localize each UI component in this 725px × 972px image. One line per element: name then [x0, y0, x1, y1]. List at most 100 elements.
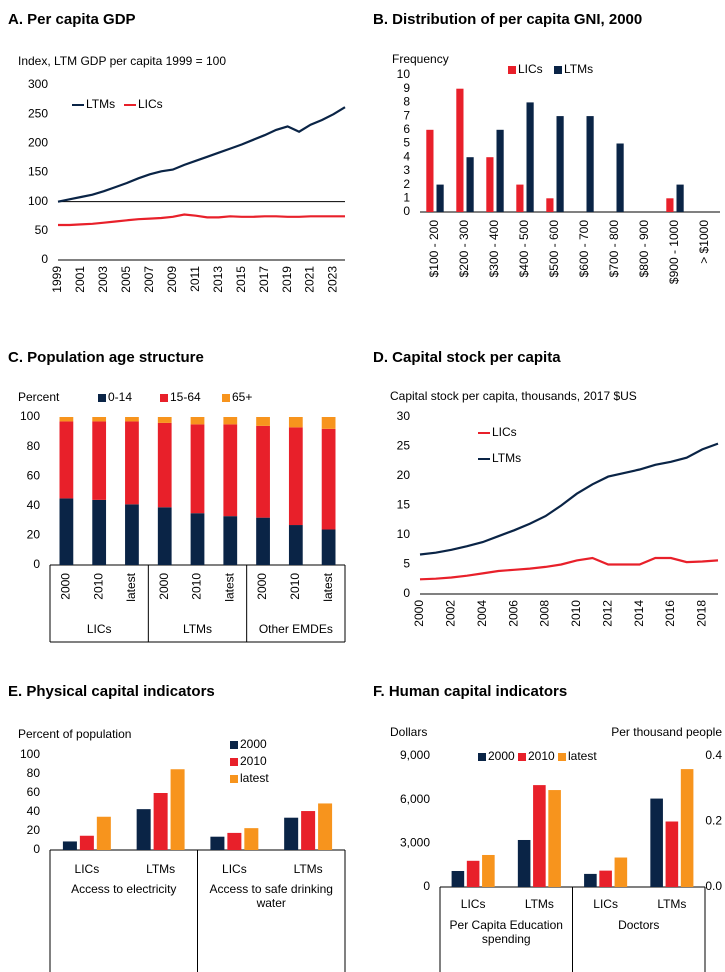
bar [616, 143, 624, 212]
bar [486, 157, 494, 212]
bar-segment [157, 422, 172, 508]
group-label: Other EMDEs [258, 622, 333, 636]
bar-segment [59, 421, 74, 499]
bar-segment [256, 425, 270, 518]
axis-label: Per thousand people [611, 725, 722, 739]
bar [96, 816, 111, 850]
y2-tick-label: 0.2 [705, 814, 722, 828]
group-label: Access to safe drinking water [209, 882, 333, 910]
y-tick-label: 10 [397, 527, 411, 541]
bar-segment [223, 424, 238, 517]
y-tick-label: 6,000 [400, 792, 430, 806]
x-tick-label: $500 - 600 [547, 220, 561, 278]
legend-swatch [230, 741, 238, 749]
x-tick-label: $600 - 700 [577, 220, 591, 278]
series-line [58, 213, 345, 227]
x-tick-label: 2010 [569, 600, 583, 627]
x-tick-label: 2003 [96, 266, 110, 293]
y-tick-label: 1 [403, 190, 410, 204]
x-tick-label: 2009 [165, 266, 179, 293]
bar [584, 873, 597, 887]
bar [227, 832, 242, 850]
axis-label: Percent [18, 390, 60, 404]
bar [244, 828, 259, 850]
x-tick-label: latest [124, 572, 138, 601]
x-tick-label: $200 - 300 [457, 220, 471, 278]
x-tick-label: 2000 [157, 573, 171, 600]
bar-segment [92, 421, 107, 500]
bar-segment [223, 417, 238, 425]
x-tick-label: $700 - 800 [607, 220, 621, 278]
x-tick-label: 2010 [91, 573, 105, 600]
y-tick-label: 0 [33, 557, 40, 571]
x-tick-label: $300 - 400 [487, 220, 501, 278]
bar-segment [288, 427, 303, 526]
y2-tick-label: 0.0 [705, 879, 722, 893]
axis-label: Frequency [392, 52, 449, 66]
x-tick-label: 2007 [142, 266, 156, 293]
series-line [419, 556, 719, 581]
bar [153, 793, 168, 850]
x-tick-label: 2017 [257, 266, 271, 293]
bar-segment [256, 417, 270, 426]
bar [680, 769, 694, 887]
bar [546, 198, 554, 212]
y-tick-label: 40 [27, 804, 41, 818]
y-tick-label: 5 [403, 557, 410, 571]
legend-swatch [160, 394, 168, 402]
y-tick-label: 10 [397, 67, 411, 81]
y-tick-label: 0 [423, 879, 430, 893]
legend-swatch [230, 758, 238, 766]
legend-label: latest [568, 749, 597, 763]
legend-label: 2010 [528, 749, 555, 763]
group-label: Per Capita Education spending [449, 918, 563, 946]
y-tick-label: 6 [403, 122, 410, 136]
legend-label: LICs [518, 62, 543, 76]
y2-tick-label: 0.4 [705, 748, 722, 762]
group-label: Access to electricity [71, 882, 177, 896]
legend-label: LTMs [564, 62, 593, 76]
bar-segment [125, 417, 139, 422]
x-tick-label: 2006 [506, 600, 520, 627]
bar [548, 790, 561, 887]
x-tick-label: 2001 [73, 266, 87, 293]
y-tick-label: 150 [28, 165, 48, 179]
x-tick-label: $100 - 200 [427, 220, 441, 278]
axis-label: Index, LTM GDP per capita 1999 = 100 [18, 54, 226, 68]
bar-segment [125, 421, 139, 505]
y-tick-label: 3,000 [400, 836, 430, 850]
y-tick-label: 7 [403, 108, 410, 122]
bar [426, 129, 434, 212]
y-tick-label: 100 [20, 747, 40, 761]
y-tick-label: 5 [403, 136, 410, 150]
x-tick-label: latest [321, 572, 335, 601]
bar-segment [157, 417, 172, 423]
x-tick-label: 2013 [211, 266, 225, 293]
x-tick-label: 2018 [694, 600, 708, 627]
x-tick-label: 2015 [234, 266, 248, 293]
bar [451, 870, 465, 887]
legend-label: LTMs [86, 97, 115, 111]
bar [136, 809, 151, 850]
x-tick-label: LICs [75, 862, 100, 876]
y-tick-label: 9 [403, 81, 410, 95]
bar-segment [288, 525, 303, 565]
bar-segment [288, 417, 303, 428]
x-tick-label: 2023 [326, 266, 340, 293]
bar [516, 184, 524, 212]
bar-segment [125, 504, 139, 565]
y-tick-label: 9,000 [400, 748, 430, 762]
x-tick-label: LICs [593, 897, 618, 911]
axis-label: Capital stock per capita, thousands, 201… [390, 389, 637, 403]
x-tick-label: latest [222, 572, 236, 601]
y-tick-label: 100 [28, 194, 48, 208]
y-tick-label: 20 [27, 528, 41, 542]
y-tick-label: 0 [403, 204, 410, 218]
legend-label: 2000 [488, 749, 515, 763]
x-tick-label: $800 - 900 [637, 220, 651, 278]
bar-segment [321, 529, 336, 565]
legend-label: 15-64 [170, 390, 201, 404]
bar [284, 817, 299, 850]
bar-segment [223, 516, 238, 565]
legend-swatch [554, 66, 562, 74]
